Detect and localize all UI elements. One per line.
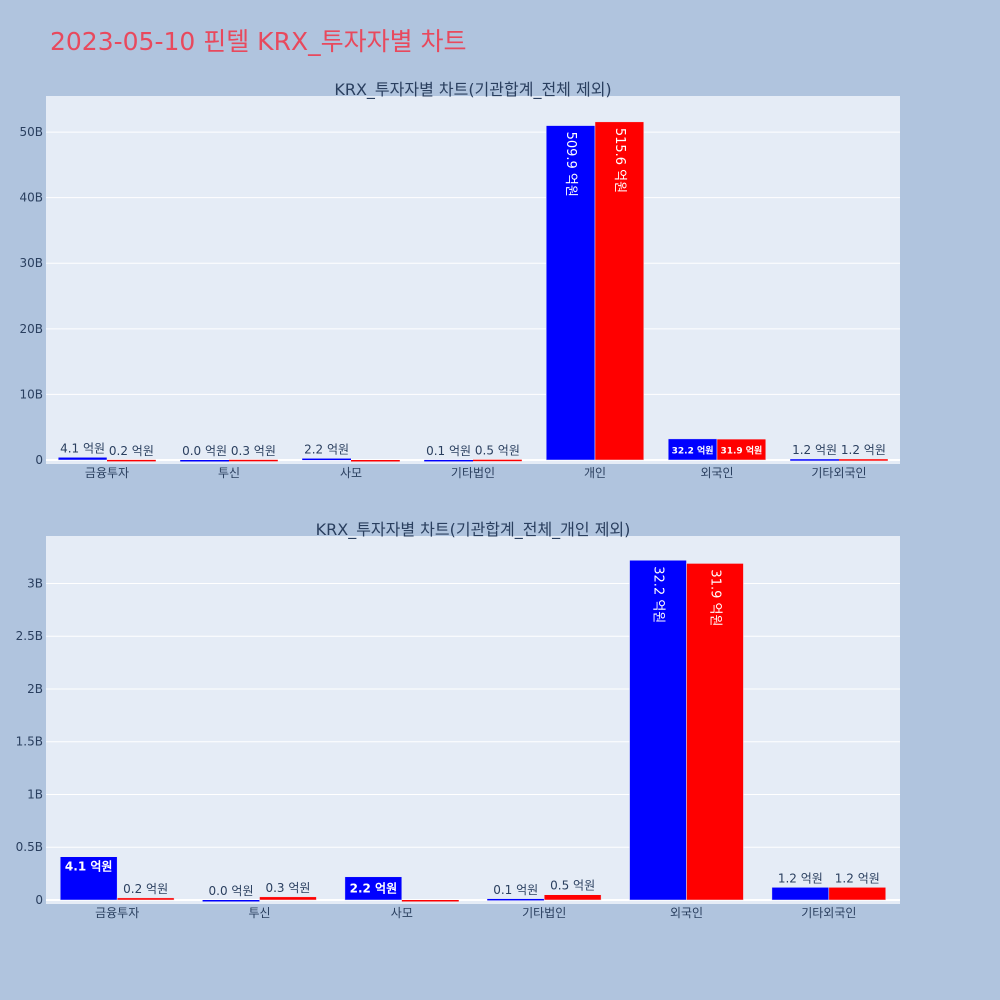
y-tick-label: 2.5B (16, 629, 43, 643)
x-tick-label: 기타법인 (522, 906, 566, 920)
sell-bar (259, 896, 317, 901)
y-tick-label: 2B (27, 682, 43, 696)
data-label: 509.9 억원 (563, 132, 578, 197)
buy-bar (180, 460, 229, 462)
sell-bar (351, 460, 400, 462)
data-label: 0.1 억원 (493, 883, 538, 897)
buy-bar (790, 459, 839, 461)
buy-bar (487, 898, 545, 901)
x-tick-label: 개인 (584, 466, 606, 480)
buy-bar (202, 900, 260, 902)
y-tick-label: 30B (19, 256, 43, 270)
sell-bar (828, 887, 887, 901)
x-tick-label: 기타법인 (451, 466, 495, 480)
data-label: 1.2 억원 (778, 871, 823, 885)
data-label: 32.2 억원 (651, 566, 666, 623)
data-label: 1.2 억원 (835, 871, 880, 885)
data-label: 0.2 억원 (109, 444, 154, 458)
x-tick-label: 투신 (248, 906, 270, 920)
x-tick-label: 외국인 (700, 466, 733, 480)
sell-bar (229, 459, 278, 462)
subplot-title: KRX_투자자별 차트(기관합계_전체_개인 제외) (316, 520, 631, 540)
x-tick-label: 금융투자 (85, 466, 129, 480)
buy-bar (344, 876, 403, 901)
x-tick-label: 외국인 (670, 906, 703, 920)
buy-bar (629, 560, 687, 901)
data-label: 0.3 억원 (265, 881, 310, 895)
y-tick-label: 20B (19, 322, 43, 336)
data-label: 0.0 억원 (209, 884, 254, 898)
buy-bar (424, 459, 473, 462)
sell-bar (401, 900, 459, 902)
plot-area-1 (46, 96, 900, 464)
data-label: 31.9 억원 (707, 569, 722, 626)
y-tick-label: 1B (27, 787, 43, 801)
x-tick-label: 사모 (340, 466, 362, 480)
sell-bar (839, 459, 888, 461)
x-tick-label: 사모 (391, 906, 413, 920)
y-tick-label: 0 (35, 893, 43, 907)
sell-bar (594, 121, 645, 461)
buy-bar (59, 856, 118, 901)
data-label: 2.2 억원 (304, 443, 349, 457)
plot-area-2 (46, 536, 900, 904)
y-tick-label: 3B (27, 576, 43, 590)
x-tick-label: 기타외국인 (811, 466, 866, 480)
data-label: 32.2 억원 (672, 444, 714, 456)
data-label: 2.2 억원 (350, 881, 398, 895)
x-tick-label: 금융투자 (95, 906, 139, 920)
y-tick-label: 0.5B (16, 840, 43, 854)
data-label: 31.9 억원 (720, 445, 762, 457)
y-tick-label: 1.5B (16, 735, 43, 749)
sell-bar (116, 897, 175, 901)
y-tick-label: 10B (19, 387, 43, 401)
buy-bar (771, 887, 830, 901)
data-label: 0.0 억원 (182, 444, 227, 458)
data-label: 515.6 억원 (612, 128, 627, 193)
buy-bar (302, 458, 351, 461)
data-label: 0.2 억원 (123, 882, 168, 896)
sell-bar (107, 459, 156, 462)
y-tick-label: 40B (19, 191, 43, 205)
subplot-title: KRX_투자자별 차트(기관합계_전체 제외) (334, 80, 611, 100)
data-label: 0.5 억원 (475, 444, 520, 458)
data-label: 0.5 억원 (550, 879, 595, 893)
sell-bar (686, 563, 744, 901)
data-label: 0.3 억원 (231, 444, 276, 458)
sell-bar (473, 459, 522, 462)
data-label: 1.2 억원 (792, 443, 837, 457)
sell-bar (716, 438, 767, 461)
buy-bar (57, 457, 108, 461)
data-label: 0.1 억원 (426, 444, 471, 458)
page-title: 2023-05-10 핀텔 KRX_투자자별 차트 (50, 27, 467, 56)
data-label: 4.1 억원 (65, 860, 113, 874)
y-tick-label: 50B (19, 125, 43, 139)
y-tick-label: 0 (35, 453, 43, 467)
x-tick-label: 기타외국인 (801, 906, 856, 920)
sell-bar (543, 894, 602, 901)
data-label: 1.2 억원 (841, 443, 886, 457)
x-tick-label: 투신 (218, 466, 240, 480)
data-label: 4.1 억원 (60, 441, 105, 455)
